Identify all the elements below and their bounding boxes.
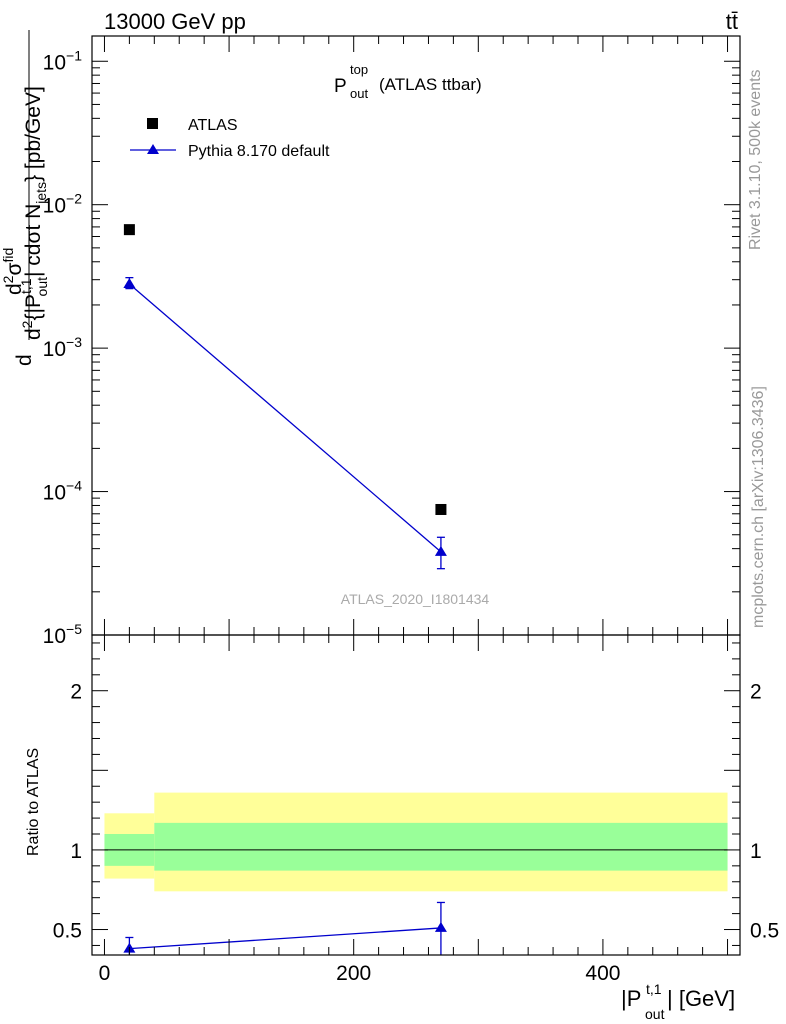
- main-y-tick-label: 10−5: [43, 621, 83, 648]
- pythia-point: [123, 277, 136, 288]
- svg-text:d2{|Pt,1out| cdσt Njets} [pb/G: d2{|Pt,1out| cdσt Njets} [pb/GeV]: [18, 86, 50, 340]
- ratio-axis-ticks: [92, 635, 740, 955]
- x-tick-label: 200: [336, 962, 371, 985]
- ratio-pythia-line: [129, 927, 441, 950]
- ratio-tick-labels: 0.5 0.5 1 1 2 2 0 200 400: [53, 681, 779, 985]
- ratio-y-tick-label-right: 2: [750, 681, 762, 704]
- pythia-point: [434, 545, 447, 556]
- x-axis-label: |P t,1 out | [GeV]: [621, 981, 735, 1022]
- ratio-y-tick-label-right: 1: [750, 840, 762, 863]
- atlas-point: [435, 503, 447, 515]
- ratio-y-axis-label: Ratio to ATLAS: [25, 748, 42, 856]
- x-axis-label-sup: t,1: [646, 981, 662, 997]
- main-y-axis-label: d2{|Pt,1out| cdσt Njets} [pb/GeV] d2σfid…: [0, 30, 50, 366]
- svg-text:P: P: [334, 76, 347, 97]
- legend-pythia-label: Pythia 8.170 default: [188, 143, 330, 160]
- main-panel: 10−1 10−2 10−3 10−4 10−5: [43, 35, 741, 648]
- legend-pythia-marker: [147, 144, 159, 154]
- plot-title-sub: out: [350, 86, 368, 101]
- ratio-plot-frame: [91, 634, 741, 956]
- legend-atlas-marker: [147, 118, 158, 129]
- ratio-pythia-point: [434, 921, 447, 932]
- atlas-point: [123, 224, 135, 236]
- main-y-tick-labels: 10−1 10−2 10−3 10−4 10−5: [43, 47, 83, 648]
- analysis-watermark: ATLAS_2020_I1801434: [341, 591, 490, 607]
- plot-title-main: P: [334, 76, 347, 97]
- ratio-y-tick-label: 1: [70, 840, 82, 863]
- legend-atlas-label: ATLAS: [188, 117, 238, 134]
- ratio-y-tick-label-right: 0.5: [750, 920, 779, 943]
- pythia-series-line: [128, 283, 442, 553]
- ratio-y-tick-label: 0.5: [53, 920, 82, 943]
- main-data-marks: [123, 224, 447, 570]
- x-axis-label-prefix: |P: [621, 986, 641, 1011]
- main-y-tick-label: 10−3: [43, 334, 83, 361]
- ratio-data-marks: [123, 901, 447, 955]
- rivet-version-label: Rivet 3.1.10, 500k events: [747, 69, 764, 250]
- ratio-uncertainty-bands: [104, 792, 728, 892]
- plot-title-sup: top: [350, 62, 368, 77]
- x-tick-label: 400: [585, 962, 620, 985]
- plot-title-rest: (ATLAS ttbar): [379, 75, 482, 94]
- ratio-y-tick-label: 2: [70, 681, 82, 704]
- x-axis-label-sub: out: [645, 1006, 665, 1022]
- x-tick-label: 0: [99, 962, 111, 985]
- ratio-inner-band: [154, 822, 728, 871]
- main-y-tick-label: 10−4: [43, 478, 83, 505]
- legend: ATLAS Pythia 8.170 default: [130, 117, 330, 160]
- ratio-panel: 0.5 0.5 1 1 2 2 0 200 400: [53, 634, 779, 985]
- main-y-tick-label: 10−1: [43, 47, 83, 74]
- mcplots-label: mcplots.cern.ch [arXiv:1306.3436]: [750, 386, 767, 628]
- main-axis-ticks: [92, 36, 740, 636]
- main-y-tick-label: 10−2: [43, 191, 83, 218]
- x-axis-label-suffix: | [GeV]: [667, 986, 735, 1011]
- svg-text:d: d: [13, 354, 36, 366]
- process-label: tt̄: [726, 9, 738, 34]
- plot-title: P top out (ATLAS ttbar): [334, 62, 482, 101]
- energy-label: 13000 GeV pp: [104, 9, 246, 34]
